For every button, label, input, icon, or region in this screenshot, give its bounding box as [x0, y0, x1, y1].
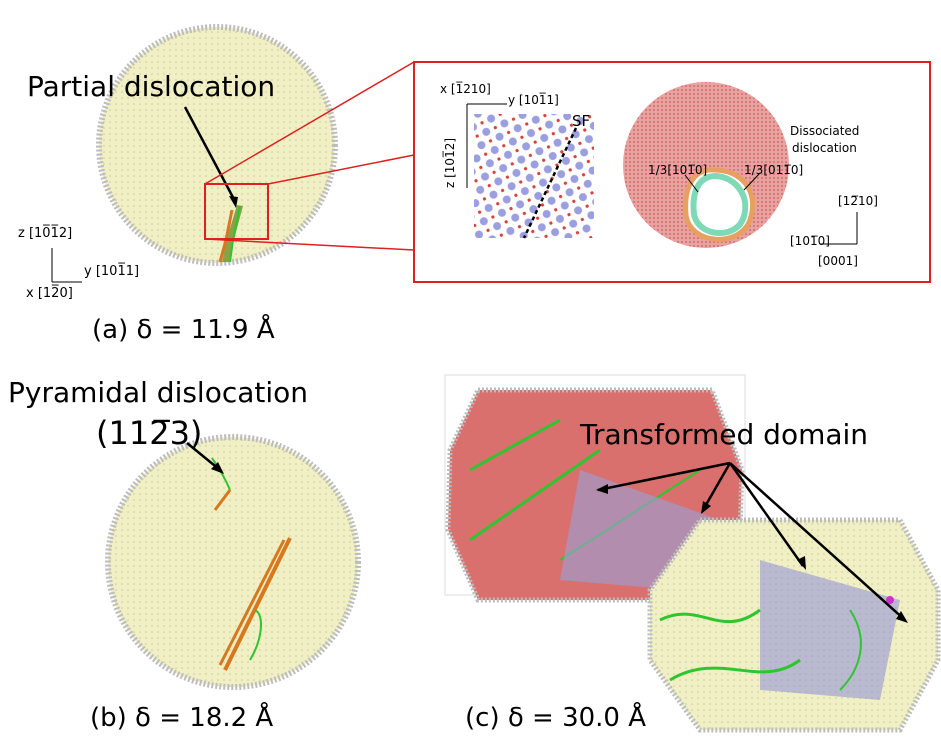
sphere-a — [96, 24, 338, 266]
axis-x-label: x [12̅0] — [26, 286, 73, 301]
inset-axis-y: y [101̅1] — [508, 93, 559, 107]
zoom-line-mid — [267, 154, 415, 185]
domain-c-front — [647, 517, 941, 733]
arrowhead-c1 — [596, 484, 608, 494]
dir-left-label: [101̅0] — [790, 234, 830, 248]
axis-z-label: z [10̅1̅2] — [18, 226, 73, 241]
label-partial-dislocation: Partial dislocation — [27, 70, 276, 103]
arrows-transformed — [597, 461, 906, 621]
dissociated-title-2: dislocation — [792, 141, 857, 155]
arrowhead-partial — [229, 196, 238, 208]
sphere-b — [105, 434, 361, 690]
label-pyramidal-plane: (112̅3) — [96, 414, 203, 452]
caption-a: (a) δ = 11.9 Å — [92, 315, 275, 345]
inset-left-axes — [466, 103, 507, 188]
dir-up-label: [12̅10] — [838, 194, 878, 208]
stacking-fault-line — [522, 127, 578, 239]
zoom-line-top — [204, 61, 415, 185]
sf-label: SF — [572, 112, 591, 130]
arrowhead-pyramidal — [211, 462, 224, 474]
inset-right-axes — [820, 212, 858, 245]
axis-y-label: y [101̅1] — [84, 264, 140, 279]
zoom-box — [204, 183, 269, 240]
inner-loop — [690, 172, 749, 236]
inset-axis-z: z [101̅2] — [443, 137, 457, 188]
arrowhead-c3 — [797, 556, 806, 570]
burgers-1-label: 1/3[101̅0] — [648, 163, 708, 177]
zoom-line-bottom — [204, 238, 415, 251]
dissociated-title-1: Dissociated — [790, 124, 860, 138]
arrowhead-c4 — [896, 611, 908, 623]
inset-axis-x: x [1̅210] — [440, 82, 491, 96]
label-pyramidal: Pyramidal dislocation — [8, 376, 309, 409]
burgers-2-label: 1/3[011̅0] — [744, 163, 804, 177]
arrow-partial — [183, 106, 238, 204]
label-transformed-domain: Transformed domain — [580, 418, 869, 451]
caption-c: (c) δ = 30.0 Å — [465, 703, 647, 733]
axes-a — [51, 248, 82, 283]
domain-c-back — [444, 374, 746, 603]
burgers-1-line — [684, 174, 699, 193]
dir-down-label: [0001] — [818, 254, 858, 268]
arrowhead-c2 — [701, 501, 711, 514]
burgers-2-line — [743, 172, 761, 191]
caption-b: (b) δ = 18.2 Å — [90, 703, 274, 733]
